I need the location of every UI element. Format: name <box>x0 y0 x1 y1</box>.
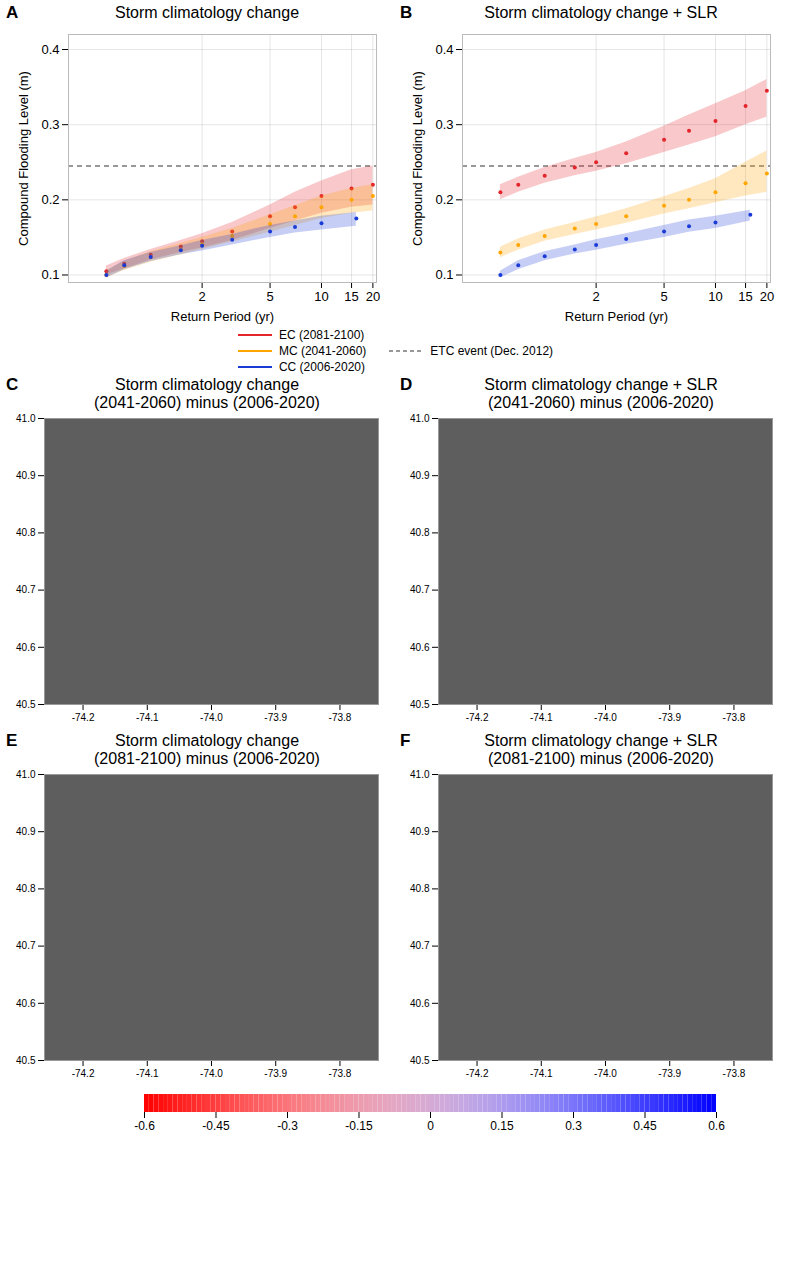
svg-text:-73.9: -73.9 <box>264 712 287 723</box>
svg-text:-74.1: -74.1 <box>136 712 159 723</box>
svg-text:15: 15 <box>738 289 752 304</box>
html-text:CC (2006-2020): CC (2006-2020) <box>279 360 365 374</box>
svg-text:0: 0 <box>427 1119 434 1133</box>
svg-text:10: 10 <box>314 289 328 304</box>
svg-text:-74.2: -74.2 <box>466 1068 489 1079</box>
svg-text:41.0: 41.0 <box>16 769 36 780</box>
svg-text:-74.1: -74.1 <box>530 712 553 723</box>
svg-text:0.2: 0.2 <box>41 192 59 207</box>
html-text:MC (2041-2060): MC (2041-2060) <box>279 344 367 358</box>
svg-text:10: 10 <box>708 289 722 304</box>
svg-text:40.7: 40.7 <box>16 940 36 951</box>
svg-text:41.0: 41.0 <box>16 413 36 424</box>
html-text:(2041-2060) minus (2006-2020): (2041-2060) minus (2006-2020) <box>94 394 320 411</box>
svg-text:40.6: 40.6 <box>16 642 36 653</box>
svg-text:41.0: 41.0 <box>410 769 430 780</box>
svg-text:40.6: 40.6 <box>16 998 36 1009</box>
html-text:D: D <box>400 375 413 394</box>
html-text:B: B <box>400 3 413 22</box>
svg-text:40.7: 40.7 <box>410 584 430 595</box>
svg-text:40.7: 40.7 <box>410 940 430 951</box>
svg-text:-73.8: -73.8 <box>329 1068 352 1079</box>
svg-text:-73.8: -73.8 <box>723 1068 746 1079</box>
svg-text:40.8: 40.8 <box>16 527 36 538</box>
html-text:Storm climatology change: Storm climatology change <box>115 4 299 21</box>
svg-text:15: 15 <box>344 289 358 304</box>
svg-text:40.8: 40.8 <box>410 883 430 894</box>
svg-text:-74.2: -74.2 <box>72 712 95 723</box>
svg-text:Compound Flooding Level (m): Compound Flooding Level (m) <box>16 71 31 246</box>
svg-text:-0.45: -0.45 <box>202 1119 230 1133</box>
svg-text:-74.0: -74.0 <box>200 1068 223 1079</box>
svg-text:-0.15: -0.15 <box>345 1119 373 1133</box>
svg-text:-73.8: -73.8 <box>723 712 746 723</box>
svg-text:0.3: 0.3 <box>435 117 453 132</box>
svg-text:2: 2 <box>593 289 600 304</box>
svg-text:40.9: 40.9 <box>16 826 36 837</box>
svg-text:-73.8: -73.8 <box>329 712 352 723</box>
html-text:Storm climatology change + SLR: Storm climatology change + SLR <box>484 376 718 393</box>
svg-text:-73.9: -73.9 <box>658 712 681 723</box>
html-text:F: F <box>400 731 411 750</box>
html-text:A: A <box>6 3 19 22</box>
svg-text:0.6: 0.6 <box>708 1119 725 1133</box>
svg-text:5: 5 <box>660 289 667 304</box>
svg-text:-74.1: -74.1 <box>530 1068 553 1079</box>
svg-text:-74.2: -74.2 <box>466 712 489 723</box>
svg-text:-74.1: -74.1 <box>136 1068 159 1079</box>
html-text:Storm climatology change: Storm climatology change <box>115 376 299 393</box>
svg-text:40.5: 40.5 <box>16 699 36 710</box>
html-text:EC (2081-2100): EC (2081-2100) <box>279 328 365 342</box>
svg-text:0.1: 0.1 <box>41 267 59 282</box>
svg-text:-73.9: -73.9 <box>658 1068 681 1079</box>
svg-text:-74.0: -74.0 <box>594 1068 617 1079</box>
html-text:C: C <box>6 375 19 394</box>
svg-text:2: 2 <box>199 289 206 304</box>
html-text:(2081-2100) minus (2006-2020): (2081-2100) minus (2006-2020) <box>94 750 320 767</box>
html-text:(2041-2060) minus (2006-2020): (2041-2060) minus (2006-2020) <box>488 394 714 411</box>
svg-text:-73.9: -73.9 <box>264 1068 287 1079</box>
svg-text:20: 20 <box>366 289 380 304</box>
svg-text:0.2: 0.2 <box>435 192 453 207</box>
svg-text:Return Period (yr): Return Period (yr) <box>171 309 274 324</box>
html-text:E: E <box>6 731 18 750</box>
svg-text:40.8: 40.8 <box>410 527 430 538</box>
svg-text:-74.0: -74.0 <box>200 712 223 723</box>
html-text:ETC event (Dec. 2012): ETC event (Dec. 2012) <box>430 344 553 358</box>
svg-text:-74.0: -74.0 <box>594 712 617 723</box>
svg-text:5: 5 <box>266 289 273 304</box>
svg-text:-0.6: -0.6 <box>134 1119 155 1133</box>
svg-text:Compound Flooding Level (m): Compound Flooding Level (m) <box>410 71 425 246</box>
html-text:Storm climatology change + SLR: Storm climatology change + SLR <box>484 732 718 749</box>
svg-text:Return Period (yr): Return Period (yr) <box>565 309 668 324</box>
svg-text:40.5: 40.5 <box>16 1055 36 1066</box>
svg-text:0.3: 0.3 <box>41 117 59 132</box>
html-text:Storm climatology change: Storm climatology change <box>115 732 299 749</box>
svg-text:-74.2: -74.2 <box>72 1068 95 1079</box>
svg-text:0.15: 0.15 <box>490 1119 514 1133</box>
svg-text:0.3: 0.3 <box>565 1119 582 1133</box>
svg-text:40.8: 40.8 <box>16 883 36 894</box>
svg-text:40.9: 40.9 <box>410 826 430 837</box>
svg-text:40.6: 40.6 <box>410 998 430 1009</box>
svg-text:40.5: 40.5 <box>410 699 430 710</box>
svg-text:20: 20 <box>760 289 774 304</box>
svg-text:0.4: 0.4 <box>435 42 453 57</box>
html-text:(2081-2100) minus (2006-2020): (2081-2100) minus (2006-2020) <box>488 750 714 767</box>
svg-text:0.45: 0.45 <box>633 1119 657 1133</box>
svg-text:40.6: 40.6 <box>410 642 430 653</box>
svg-text:40.9: 40.9 <box>16 470 36 481</box>
svg-text:40.9: 40.9 <box>410 470 430 481</box>
svg-text:40.7: 40.7 <box>16 584 36 595</box>
svg-text:-0.3: -0.3 <box>277 1119 298 1133</box>
svg-text:40.5: 40.5 <box>410 1055 430 1066</box>
svg-text:0.1: 0.1 <box>435 267 453 282</box>
svg-text:0.4: 0.4 <box>41 42 59 57</box>
html-text:Storm climatology change + SLR: Storm climatology change + SLR <box>484 4 718 21</box>
svg-text:41.0: 41.0 <box>410 413 430 424</box>
